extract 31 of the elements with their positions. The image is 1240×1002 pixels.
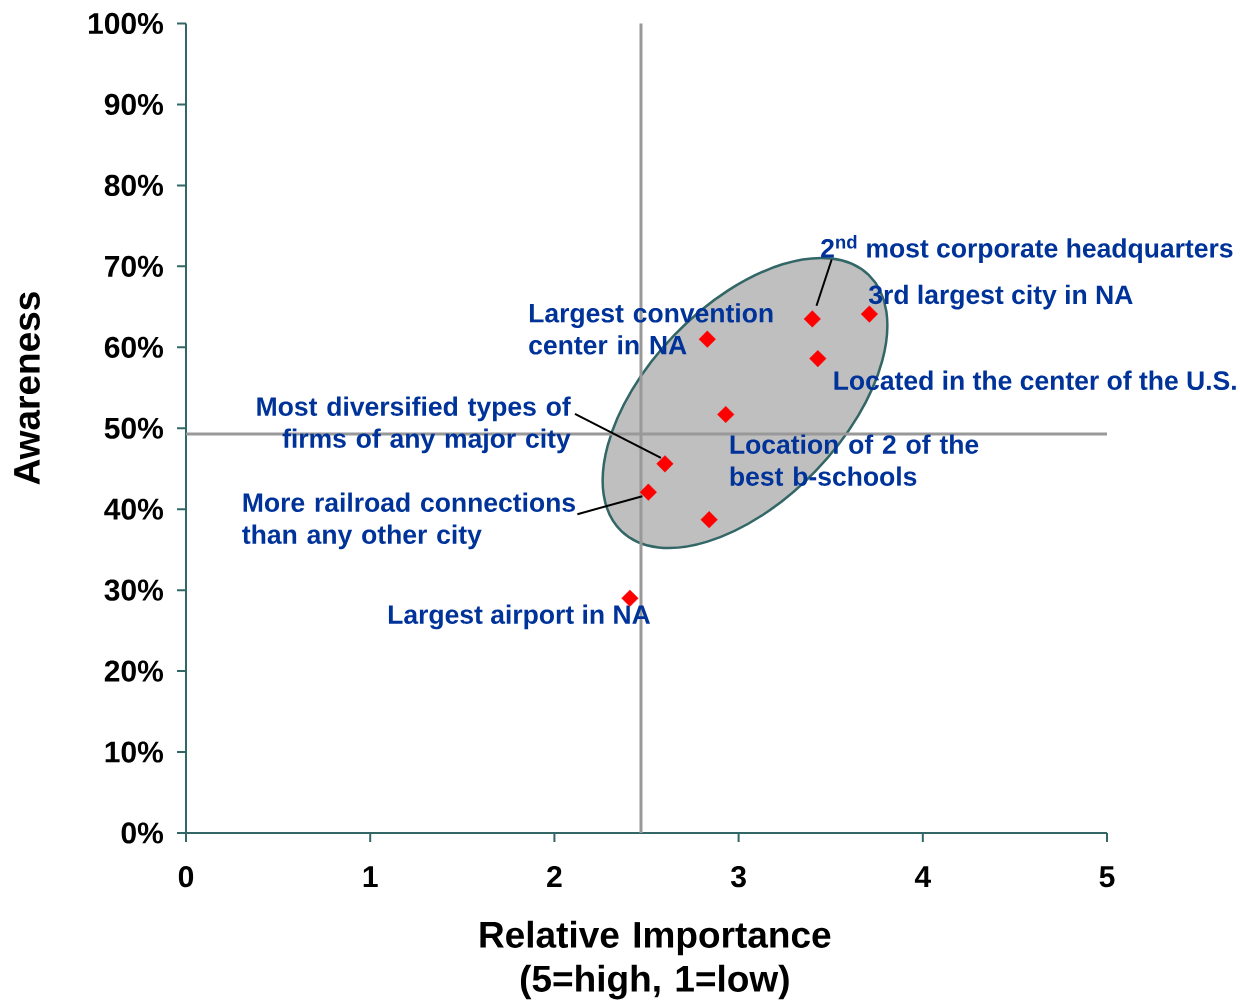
x-tick-label: 4 <box>914 866 931 887</box>
y-tick-label: 90% <box>104 93 164 116</box>
x-axis-title: Relative Importance (5=high, 1=low) <box>480 920 831 1000</box>
y-tick-label: 0% <box>121 822 164 844</box>
point <box>698 330 716 348</box>
y-tick-label: 70% <box>105 255 164 277</box>
point <box>700 511 718 529</box>
y-axis-title: Awareness <box>14 292 40 485</box>
point <box>656 455 674 473</box>
point <box>803 310 821 328</box>
point <box>860 305 878 323</box>
y-tick-label: 80% <box>104 174 164 196</box>
x-tick-label: 2 <box>547 866 562 887</box>
y-tick-label: 20% <box>104 660 164 682</box>
y-tick-label: 30% <box>104 579 164 601</box>
x-tick-label: 1 <box>363 866 378 887</box>
y-tick-label: 50% <box>104 417 164 439</box>
annotation: 2$^{nd}$ most corporate headquarters <box>821 234 1233 263</box>
point <box>809 350 827 368</box>
x-tick-label: 3 <box>730 866 746 888</box>
annotation: Most diversified types of firms of any major city <box>257 396 571 454</box>
point <box>639 483 657 501</box>
annotation: Largest airport in NA <box>388 604 651 630</box>
y-tick-label: 60% <box>104 336 164 358</box>
x-tick-label: 5 <box>1099 866 1115 888</box>
point <box>717 405 735 424</box>
y-tick-label: 10% <box>105 741 164 763</box>
annotation: More railroad connections than any other city <box>242 492 576 550</box>
x-tick-label: 0 <box>178 866 194 888</box>
y-tick-label: 40% <box>104 498 164 520</box>
y-tick-label: 100% <box>88 12 164 35</box>
